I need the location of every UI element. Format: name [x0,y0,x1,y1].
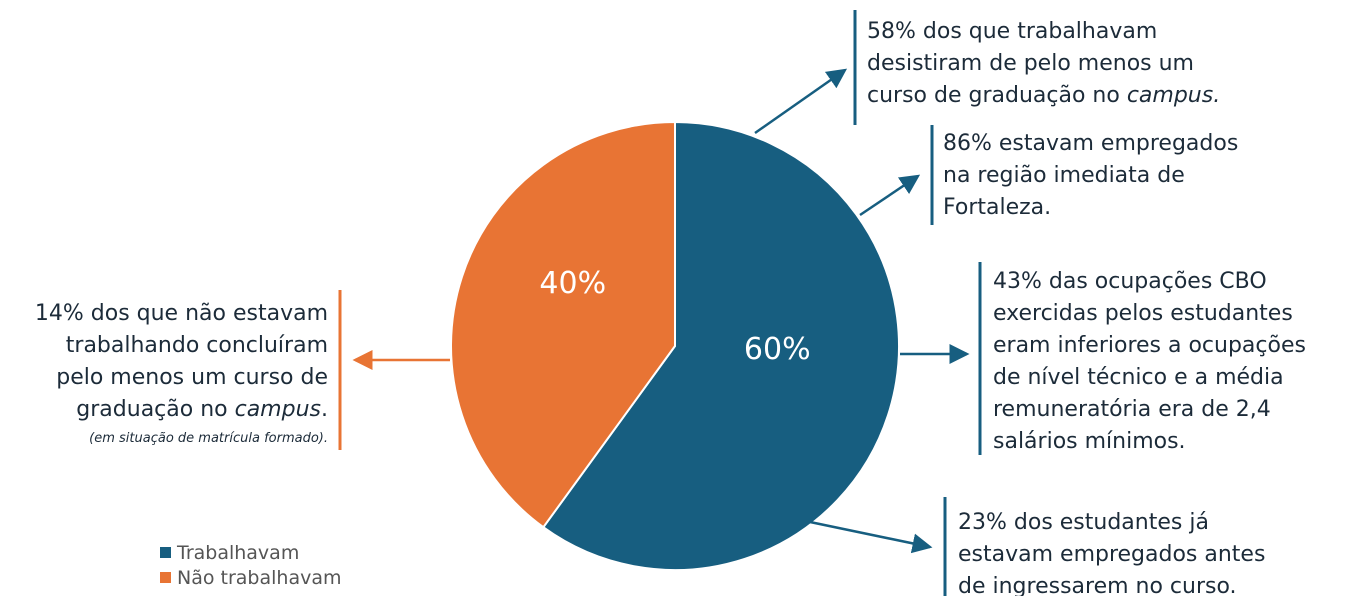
annotation-text: graduação no [76,397,234,422]
annotation-line: de ingressarem no curso. [958,574,1237,596]
annotation-arrow [809,520,933,554]
annotation-text: de nível técnico e a média [993,365,1284,390]
annotation-line: eram inferiores a ocupações [993,333,1306,358]
annotation-text: . [321,397,328,422]
annotation-line: trabalhando concluíram [66,333,328,358]
legend-label: Não trabalhavam [177,567,342,589]
annotation-text: 58% dos que trabalhavam [867,19,1157,44]
annotation-note: (em situação de matrícula formado). [89,431,328,446]
annotation-text: salários mínimos. [993,429,1186,454]
annotation-line: 43% das ocupações CBO [993,269,1267,294]
annotation-text: 14% dos que não estavam [35,301,328,326]
pie-slice [541,120,900,571]
slice-label: 40% [539,266,606,301]
legend-label: Trabalhavam [176,542,299,564]
annotation-line: estavam empregados antes [958,542,1265,567]
annotation-line: pelo menos um curso de [56,365,328,390]
annotation-line: graduação no campus. [76,397,328,422]
annotation-line: Fortaleza. [943,195,1051,220]
annotation-line: de nível técnico e a média [993,365,1284,390]
annotation-line: desistiram de pelo menos um [867,51,1194,76]
annotation-arrow [754,68,848,135]
annotation-text: estavam empregados antes [958,542,1265,567]
annotation-text: campus [235,397,321,422]
annotation-line: 86% estavam empregados [943,131,1238,156]
annotation-text: Fortaleza. [943,195,1051,220]
annotation-text: trabalhando concluíram [66,333,328,358]
annotation-text: desistiram de pelo menos um [867,51,1194,76]
slice-label: 60% [744,332,811,367]
annotation-line: salários mínimos. [993,429,1186,454]
annotation-line: 14% dos que não estavam [35,301,328,326]
annotation-text: eram inferiores a ocupações [993,333,1306,358]
annotation-line: 58% dos que trabalhavam [867,19,1157,44]
annotation-line: curso de graduação no campus. [867,83,1220,108]
annotation-text: 86% estavam empregados [943,131,1238,156]
annotation-text: 43% das ocupações CBO [993,269,1267,294]
annotation-text: curso de graduação no [867,83,1127,108]
annotation-line: remuneratória era de 2,4 [993,397,1271,422]
annotation-line: exercidas pelos estudantes [993,301,1293,326]
annotation-text: campus. [1127,83,1220,108]
annotation-text: 23% dos estudantes já [958,510,1209,535]
annotation-text: de ingressarem no curso. [958,574,1237,596]
annotation-text: pelo menos um curso de [56,365,328,390]
legend-swatch [160,547,171,558]
annotation-text: na região imediata de [943,163,1185,188]
annotation-line: na região imediata de [943,163,1185,188]
annotation-text: remuneratória era de 2,4 [993,397,1271,422]
annotation-text: exercidas pelos estudantes [993,301,1293,326]
annotation-line: 23% dos estudantes já [958,510,1209,535]
legend-swatch [160,572,171,583]
pie-slice [450,120,676,529]
annotation-arrow [859,174,921,217]
